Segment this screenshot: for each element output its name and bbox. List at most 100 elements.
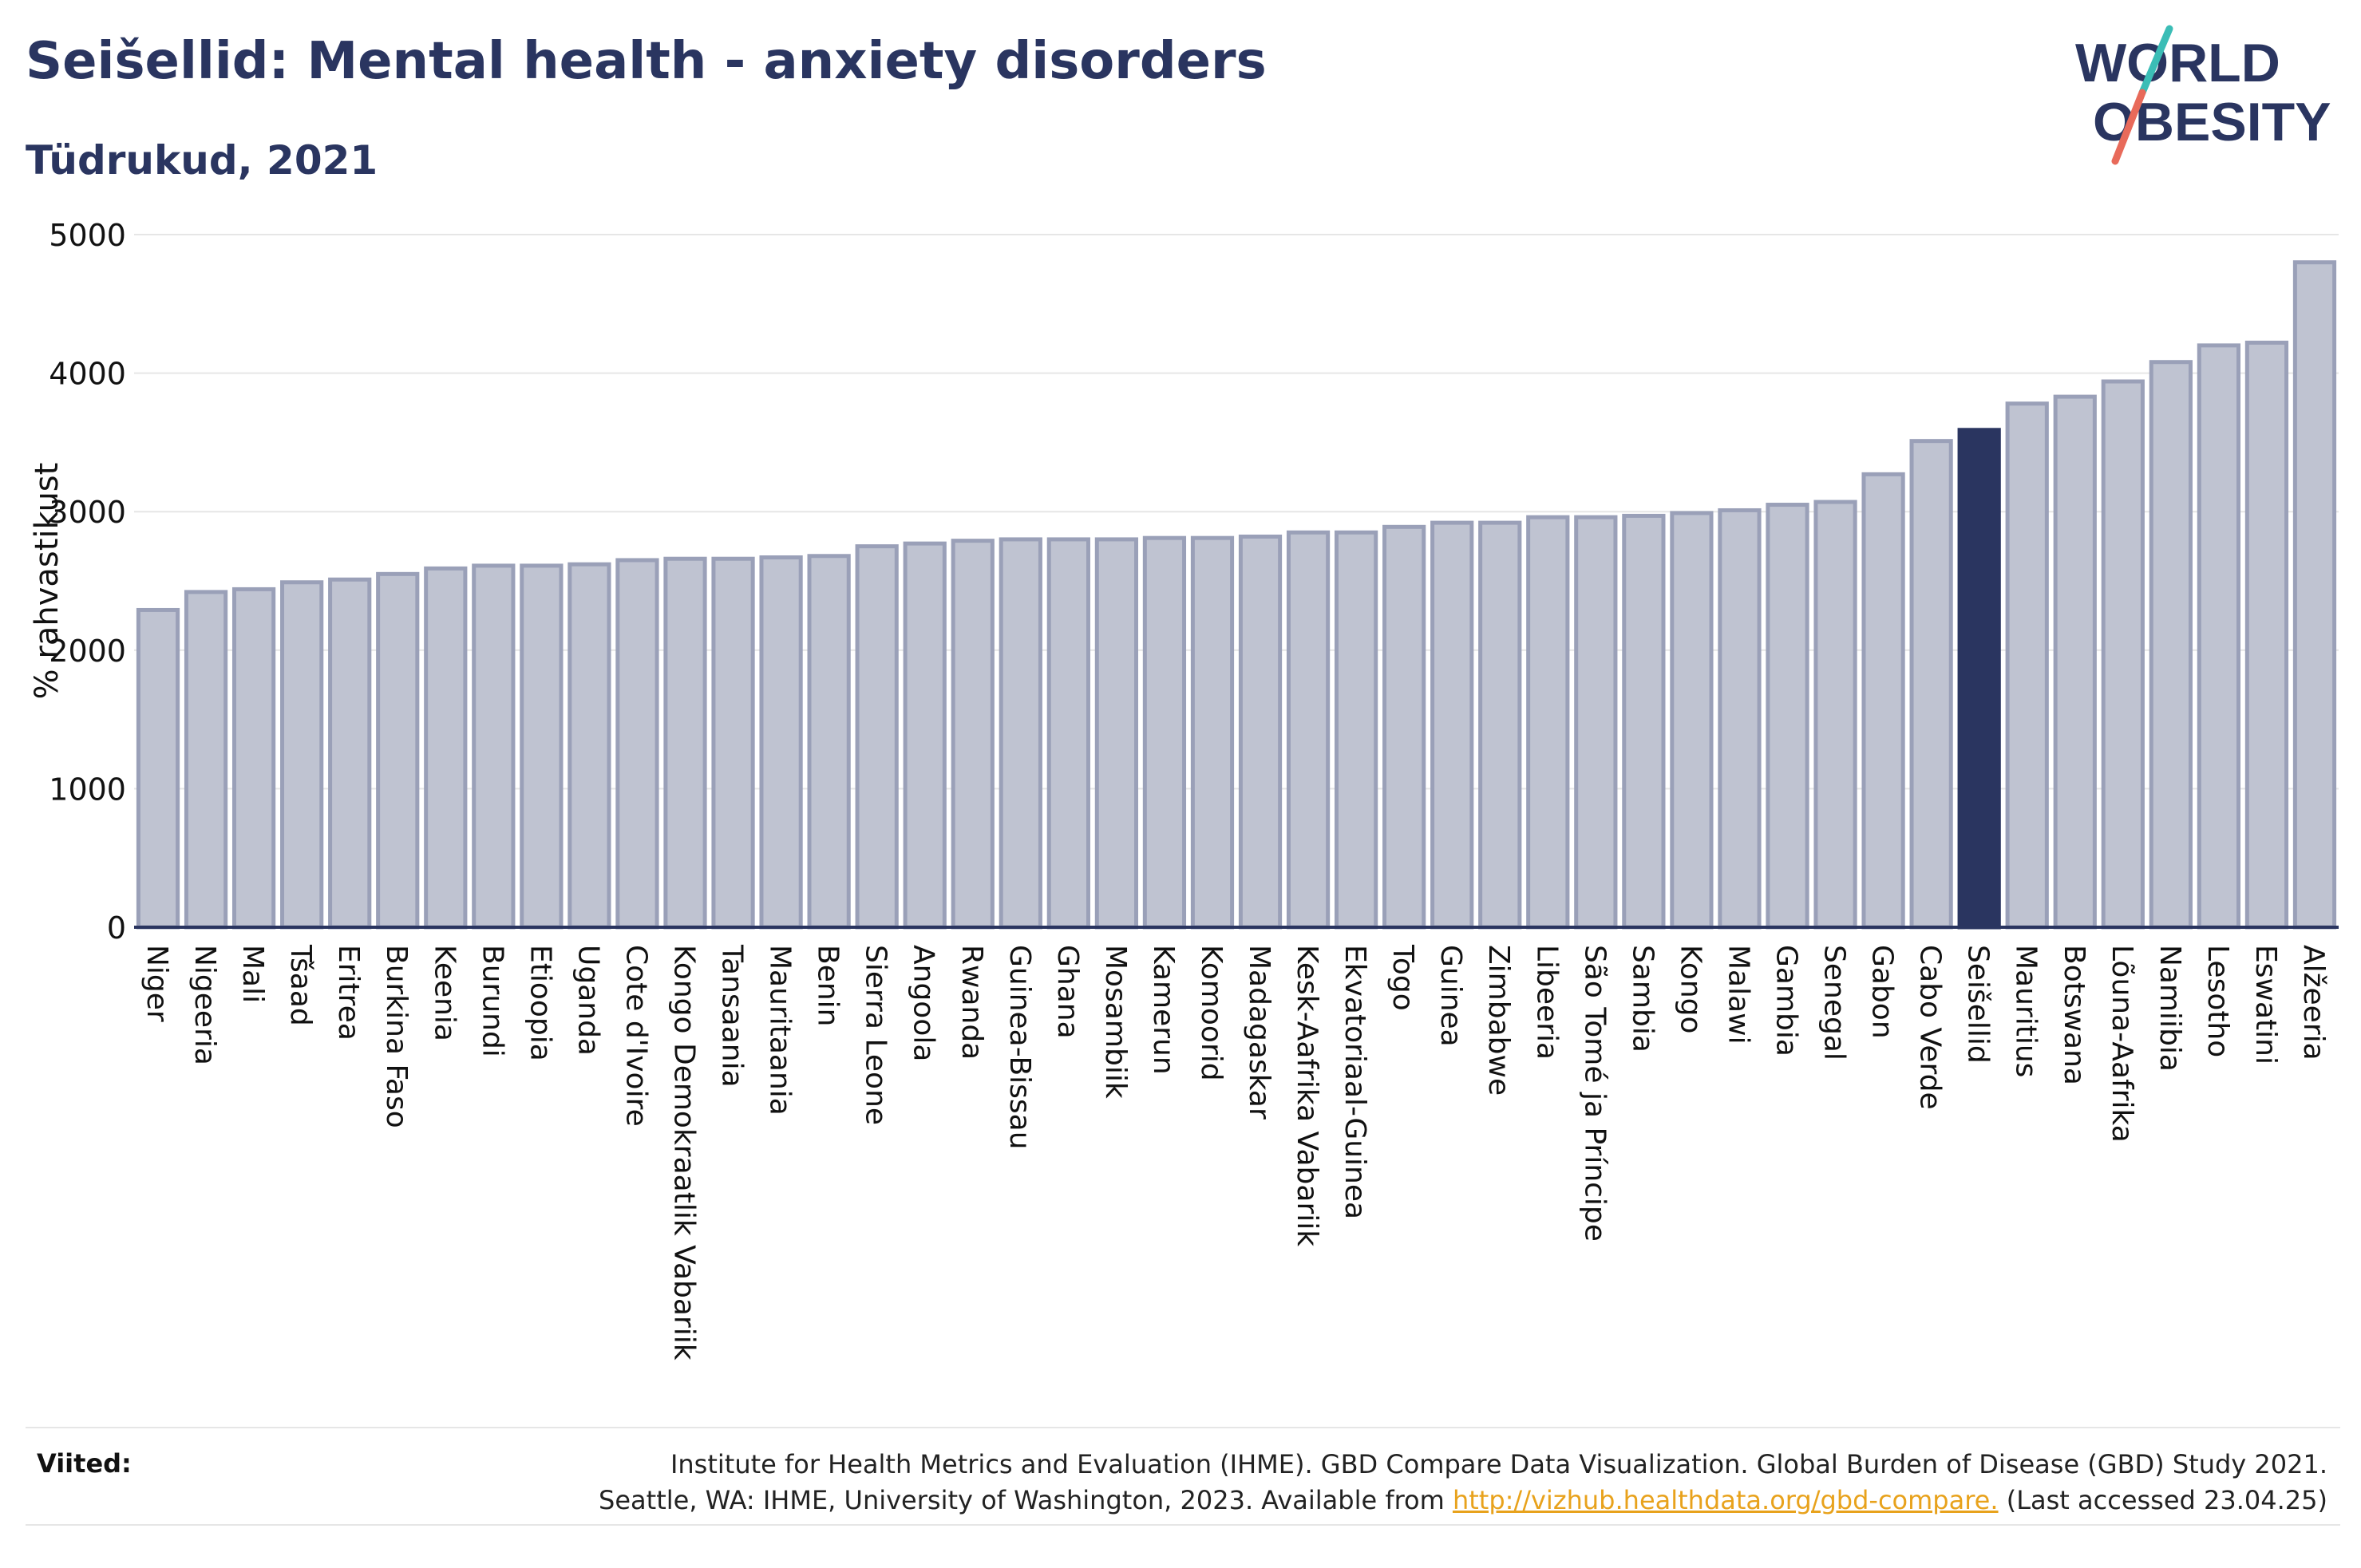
bar [184, 590, 228, 930]
source-link[interactable]: http://vizhub.healthdata.org/gbd-compare… [1452, 1485, 1999, 1515]
bar [1334, 530, 1378, 930]
bar [2244, 340, 2289, 930]
source-line-2-prefix: Seattle, WA: IHME, University of Washing… [599, 1485, 1453, 1515]
x-tick-label: Mali [236, 945, 269, 1003]
x-tick-label: Keenia [428, 945, 461, 1041]
bar [472, 563, 516, 930]
y-tick-label: 1000 [49, 772, 126, 807]
x-tick-label: Eritrea [332, 945, 365, 1041]
bar [711, 556, 755, 930]
bar [2101, 379, 2145, 930]
x-tick-label: Kesk-Aafrika Vabariik [1291, 945, 1323, 1246]
logo-slash-bottom [2111, 89, 2146, 165]
x-tick-label: Uganda [571, 945, 604, 1056]
bar [615, 558, 659, 930]
x-tick-label: Namiibia [2153, 945, 2186, 1072]
x-tick-label: Senegal [1818, 945, 1851, 1060]
x-tick-label: Zimbabwe [1482, 945, 1515, 1096]
bar [855, 544, 899, 930]
chart-title: Seišellid: Mental health - anxiety disor… [26, 32, 1267, 91]
source-line-2-suffix: (Last accessed 23.04.25) [1998, 1485, 2327, 1515]
bar [1766, 503, 1809, 930]
bar [1430, 520, 1474, 930]
bar [1813, 500, 1857, 930]
bar [1478, 520, 1522, 930]
bar [520, 563, 564, 930]
x-tick-label: Cabo Verde [1914, 945, 1947, 1110]
x-tick-label: Burundi [476, 945, 508, 1057]
bar [1526, 515, 1570, 930]
bar [280, 580, 324, 930]
x-tick-label: Ghana [1051, 945, 1084, 1039]
bar [1861, 472, 1905, 930]
bar [1190, 535, 1235, 930]
x-tick-label: Burkina Faso [380, 945, 413, 1128]
x-tick-label: Tansaania [716, 944, 749, 1088]
x-tick-label: Angoola [908, 945, 940, 1061]
x-tick-label: Botswana [2058, 945, 2090, 1085]
bar [1718, 508, 1762, 930]
bar [1238, 534, 1283, 930]
bar [2197, 343, 2241, 930]
sources-label: Viited: [37, 1448, 132, 1479]
x-tick-label: Gambia [1770, 945, 1803, 1057]
bar [1094, 537, 1139, 930]
bar [1670, 511, 1714, 930]
bar [376, 571, 420, 930]
x-tick-label: Etioopia [524, 945, 556, 1061]
x-tick-label: Benin [812, 945, 844, 1026]
x-tick-label: Ekvatoriaal-Guinea [1339, 945, 1371, 1219]
bar [1286, 530, 1331, 930]
logo-slash-top [2138, 25, 2173, 97]
x-tick-label: Eswatini [2249, 945, 2282, 1064]
footer-divider-top [26, 1427, 2340, 1428]
x-tick-label: Seišellid [1962, 945, 1995, 1064]
y-tick-label: 4000 [49, 357, 126, 392]
y-tick-label: 3000 [49, 495, 126, 530]
x-tick-label: Mauritaania [764, 945, 797, 1116]
bar [951, 539, 995, 930]
x-tick-label: Guinea [1434, 945, 1467, 1047]
x-tick-label: Tšaad [284, 944, 317, 1026]
x-tick-label: Mauritius [2010, 945, 2043, 1077]
x-tick-label: Alžeeria [2297, 945, 2330, 1060]
bar [424, 566, 468, 930]
source-line-2: Seattle, WA: IHME, University of Washing… [412, 1483, 2327, 1519]
bar [1957, 428, 2001, 930]
bar [1046, 537, 1090, 930]
x-tick-label: Kongo Demokraatlik Vabariik [668, 945, 701, 1361]
bar [759, 555, 803, 930]
x-tick-label: Lõuna-Aafrika [2106, 945, 2138, 1143]
x-tick-label: Sierra Leone [860, 945, 892, 1125]
x-tick-label: Madagaskar [1243, 945, 1275, 1120]
x-tick-label: Togo [1386, 944, 1419, 1011]
x-tick-label: Guinea-Bissau [1003, 945, 1036, 1150]
x-tick-label: Sambia [1626, 945, 1659, 1053]
bar [903, 541, 947, 930]
chart-subtitle: Tüdrukud, 2021 [26, 137, 378, 184]
y-tick-label: 0 [107, 910, 126, 946]
bar [1382, 524, 1426, 930]
x-tick-label: Cote d'Ivoire [619, 945, 652, 1127]
y-tick-label: 2000 [49, 634, 126, 669]
x-tick-label: Kamerun [1147, 945, 1180, 1075]
bar [568, 562, 611, 930]
bar [1909, 439, 1953, 930]
bar [1574, 515, 1618, 930]
bar [999, 537, 1042, 930]
x-tick-label: Gabon [1866, 945, 1899, 1039]
x-tick-label: Rwanda [955, 945, 988, 1060]
bar [328, 577, 372, 930]
x-tick-label: Mosambiik [1099, 945, 1132, 1099]
x-tick-label: Niger [140, 945, 173, 1022]
bar [807, 554, 851, 930]
x-tick-label: Lesotho [2201, 945, 2234, 1057]
bar [1142, 535, 1187, 930]
bar [136, 607, 180, 930]
bar [2292, 260, 2337, 930]
bar [231, 587, 276, 930]
bar [2149, 360, 2193, 930]
bar [2005, 401, 2049, 930]
x-tick-label: São Tomé ja Príncipe [1578, 945, 1611, 1242]
sources-text: Institute for Health Metrics and Evaluat… [412, 1447, 2327, 1519]
